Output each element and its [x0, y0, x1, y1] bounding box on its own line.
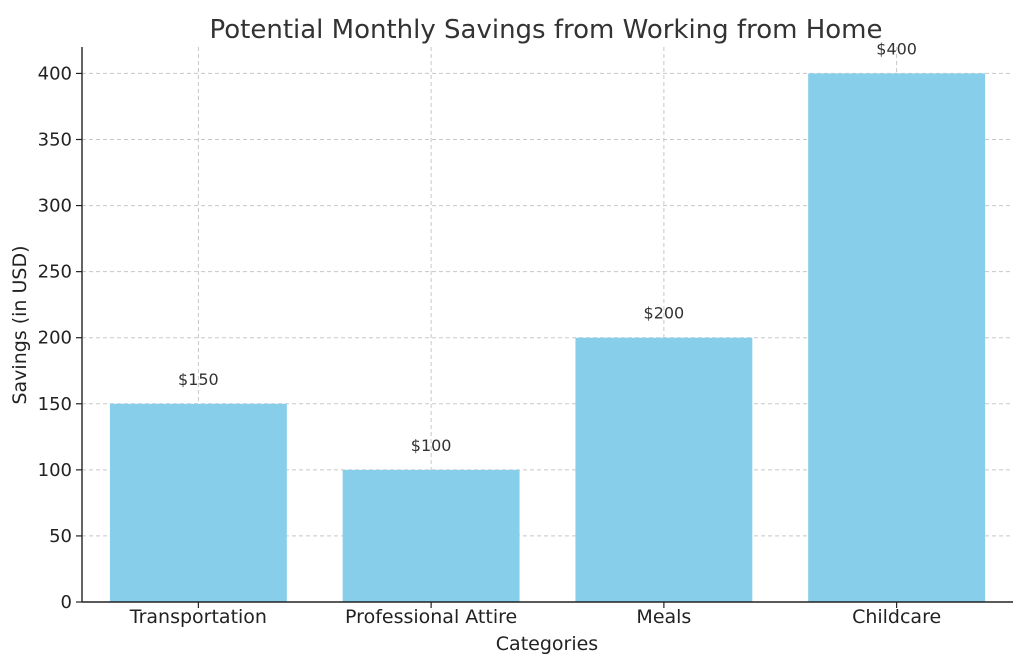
y-tick-label: 200	[38, 328, 72, 349]
axes	[76, 47, 1013, 608]
chart-title: Potential Monthly Savings from Working f…	[209, 15, 882, 45]
x-tick-label: Meals	[636, 606, 691, 628]
x-tick-label: Childcare	[852, 606, 941, 628]
data-label: $400	[876, 39, 917, 58]
data-label: $150	[178, 370, 219, 389]
y-tick-label: 50	[49, 526, 72, 547]
x-tick-label: Professional Attire	[345, 606, 517, 628]
y-tick-label: 250	[38, 262, 72, 283]
y-tick-label: 300	[38, 196, 72, 217]
bars	[109, 73, 986, 602]
data-label: $200	[644, 304, 685, 323]
y-tick-label: 150	[38, 394, 72, 415]
bar	[575, 337, 753, 602]
y-tick-label: 100	[38, 460, 72, 481]
y-tick-label: 350	[38, 130, 72, 151]
y-axis-label: Savings (in USD)	[9, 245, 31, 404]
bar	[342, 469, 520, 602]
data-label: $100	[411, 436, 452, 455]
x-tick-label: Transportation	[129, 606, 267, 628]
y-tick-label: 0	[61, 592, 72, 613]
y-tick-label: 400	[38, 63, 72, 84]
bar	[808, 73, 986, 602]
bar	[109, 403, 287, 602]
labels: 0 50 100 150 200 250 300 350 400 Transportation $1…	[38, 39, 942, 628]
x-axis-label: Categories	[496, 633, 598, 655]
